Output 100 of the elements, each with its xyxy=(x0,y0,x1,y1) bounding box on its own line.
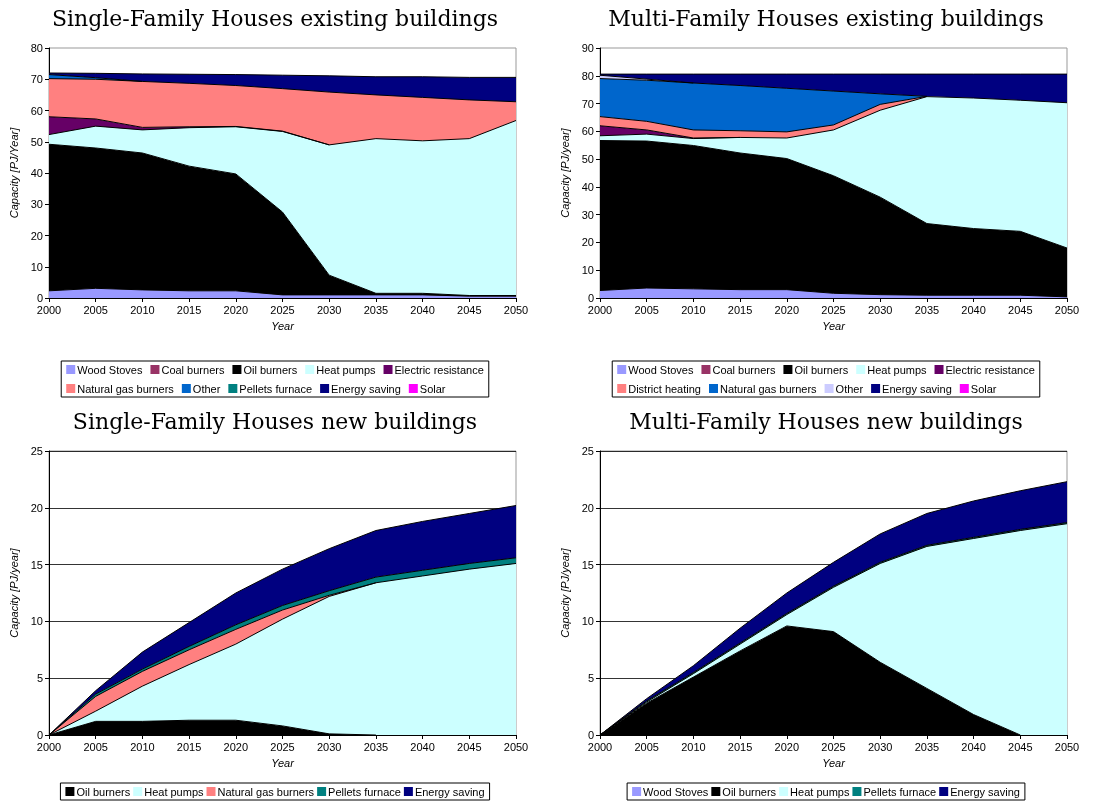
legend-label: Natural gas burners xyxy=(77,382,175,395)
legend-label: Heat pumps xyxy=(316,363,377,376)
x-tick-label: 2010 xyxy=(130,740,155,753)
legend-label: Energy saving xyxy=(331,382,401,395)
x-tick-label: 2010 xyxy=(130,303,155,316)
x-tick-label: 2045 xyxy=(457,303,482,316)
x-tick-label: 2005 xyxy=(83,740,108,753)
legend-label: Coal burners xyxy=(161,363,225,376)
x-tick-label: 2040 xyxy=(961,740,986,753)
y-axis-title: Capacity [PJ/year] xyxy=(558,127,571,218)
x-tick-label: 2050 xyxy=(1054,303,1080,316)
x-tick-label: 2000 xyxy=(36,740,62,753)
x-tick-label: 2030 xyxy=(316,740,342,753)
legend-label: Energy saving xyxy=(882,382,952,395)
y-tick-label: 10 xyxy=(581,615,594,628)
legend-label: Heat pumps xyxy=(867,363,928,376)
x-tick-label: 2000 xyxy=(36,303,62,316)
y-tick-label: 25 xyxy=(581,445,594,457)
y-tick-label: 25 xyxy=(30,445,43,457)
x-tick-label: 2045 xyxy=(457,740,482,753)
x-tick-label: 2035 xyxy=(914,740,940,753)
x-tick-label: 2040 xyxy=(410,740,435,753)
y-tick-label: 20 xyxy=(30,501,43,514)
legend-label: Electric resistance xyxy=(945,363,1035,376)
y-tick-label: 15 xyxy=(30,558,43,571)
y-tick-label: 70 xyxy=(30,73,43,86)
legend-label: District heating xyxy=(628,382,701,395)
legend-label: Oil burners xyxy=(243,363,298,376)
legend-label: Solar xyxy=(970,382,997,395)
x-tick-label: 2030 xyxy=(316,303,342,316)
x-tick-label: 2045 xyxy=(1008,303,1033,316)
legend-label: Oil burners xyxy=(722,785,777,798)
x-tick-label: 2015 xyxy=(727,740,753,753)
legend-label: Other xyxy=(192,382,221,395)
x-tick-label: 2020 xyxy=(774,740,800,753)
y-axis-title: Capacity [PJ/year] xyxy=(7,547,20,638)
y-tick-label: 50 xyxy=(581,153,594,166)
x-tick-label: 2010 xyxy=(681,740,706,753)
x-tick-label: 2025 xyxy=(270,303,295,316)
legend-label: Electric resistance xyxy=(394,363,484,376)
legend-label: Solar xyxy=(419,382,446,395)
legend-label: Natural gas burners xyxy=(217,785,315,798)
x-tick-label: 2020 xyxy=(223,740,249,753)
legend-label: Wood Stoves xyxy=(628,363,694,376)
x-tick-label: 2015 xyxy=(176,740,202,753)
legend-label: Pellets furnace xyxy=(328,785,401,798)
legend-label: Heat pumps xyxy=(144,785,205,798)
y-tick-label: 0 xyxy=(587,729,594,741)
legend-label: Coal burners xyxy=(712,363,776,376)
x-tick-label: 2035 xyxy=(363,740,389,753)
legend-label: Oil burners xyxy=(794,363,849,376)
x-tick-label: 2035 xyxy=(914,303,940,316)
legend-label: Wood Stoves xyxy=(77,363,143,376)
legend-label: Pellets furnace xyxy=(863,785,937,798)
x-tick-label: 2000 xyxy=(587,740,613,753)
y-tick-label: 20 xyxy=(581,236,594,249)
legend-label: Natural gas burners xyxy=(719,382,818,395)
y-tick-label: 70 xyxy=(581,97,594,110)
x-tick-label: 2025 xyxy=(270,740,295,753)
y-tick-label: 40 xyxy=(581,180,594,193)
chart-title: Single-Family Houses existing buildings xyxy=(51,5,499,31)
y-axis-title: Capacity [PJ/Year] xyxy=(7,126,20,219)
x-tick-label: 2005 xyxy=(83,303,108,316)
y-tick-label: 30 xyxy=(30,198,43,211)
y-tick-label: 15 xyxy=(581,558,594,571)
x-tick-label: 2020 xyxy=(774,303,800,316)
y-tick-label: 10 xyxy=(581,264,594,277)
x-tick-label: 2005 xyxy=(634,740,659,753)
legend-label: Other xyxy=(835,382,864,395)
x-tick-label: 2000 xyxy=(587,303,613,316)
x-axis-title: Year xyxy=(271,756,296,769)
y-tick-label: 0 xyxy=(36,292,43,304)
y-tick-label: 30 xyxy=(581,208,594,221)
y-tick-label: 20 xyxy=(581,501,594,514)
x-tick-label: 2035 xyxy=(363,303,389,316)
y-tick-label: 80 xyxy=(581,69,594,82)
y-tick-label: 5 xyxy=(587,672,594,685)
y-tick-label: 10 xyxy=(30,615,43,628)
x-tick-label: 2025 xyxy=(821,303,846,316)
y-axis-title: Capacity [PJ/year] xyxy=(558,547,571,638)
legend-label: Pellets furnace xyxy=(239,382,313,395)
legend-label: Energy saving xyxy=(950,785,1020,798)
y-tick-label: 60 xyxy=(30,104,43,117)
x-tick-label: 2010 xyxy=(681,303,706,316)
x-tick-label: 2040 xyxy=(410,303,435,316)
y-tick-label: 0 xyxy=(36,729,43,741)
chart-title: Multi-Family Houses existing buildings xyxy=(608,5,1044,31)
y-tick-label: 50 xyxy=(30,135,43,148)
legend-label: Oil burners xyxy=(76,785,131,798)
legend-label: Heat pumps xyxy=(790,785,850,798)
y-tick-label: 60 xyxy=(581,125,594,138)
x-axis-title: Year xyxy=(822,319,847,332)
x-tick-label: 2025 xyxy=(821,740,846,753)
x-axis-title: Year xyxy=(271,319,296,332)
y-tick-label: 20 xyxy=(30,229,43,242)
x-tick-label: 2050 xyxy=(503,740,529,753)
y-tick-label: 5 xyxy=(36,672,43,685)
x-tick-label: 2020 xyxy=(223,303,249,316)
x-tick-label: 2015 xyxy=(176,303,202,316)
legend-label: Energy saving xyxy=(414,785,485,798)
